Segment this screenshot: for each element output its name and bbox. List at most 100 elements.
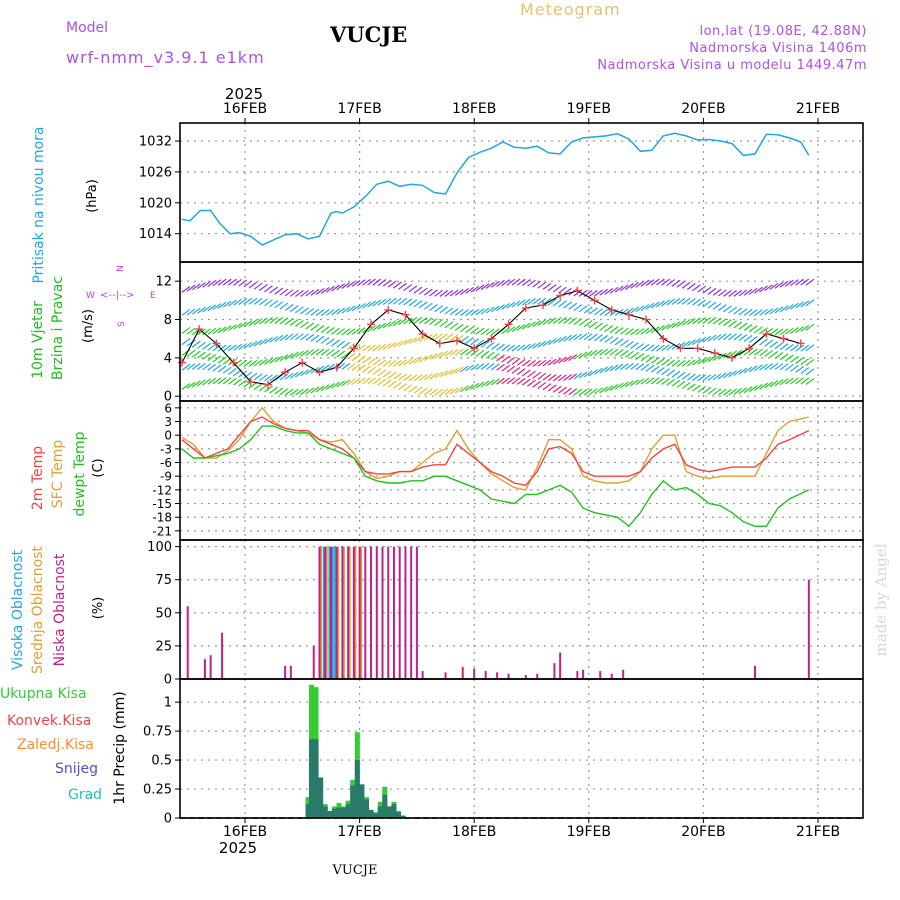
wind-barb xyxy=(367,366,376,374)
wind-barb xyxy=(552,357,562,365)
wind-barb xyxy=(650,301,660,309)
wind-barb xyxy=(248,319,258,327)
wind-barb xyxy=(279,302,289,310)
wind-barb xyxy=(712,373,722,381)
wind-barb xyxy=(573,304,583,312)
snow-bar xyxy=(354,760,360,818)
wind-barb xyxy=(692,317,701,325)
precip-label-frz: Zaledj.Kisa xyxy=(17,737,94,753)
wind-barb xyxy=(619,363,629,371)
y-tick-label: 1026 xyxy=(139,165,172,180)
wind-barb xyxy=(222,366,232,374)
wind-barb xyxy=(264,317,273,325)
wind-barb xyxy=(563,387,572,395)
wind-barb xyxy=(712,333,722,341)
wind-barb xyxy=(692,358,701,366)
wind-barb xyxy=(563,355,572,363)
wind-barb xyxy=(805,323,815,331)
wind-barb xyxy=(289,333,299,341)
wind-barb xyxy=(212,377,222,385)
wind-barb xyxy=(589,307,598,315)
wind-barb xyxy=(728,306,737,314)
wind-barb xyxy=(521,343,531,351)
wind-barb xyxy=(521,359,531,367)
wind-barb xyxy=(310,386,320,394)
wind-barb xyxy=(258,338,268,346)
wind-barb xyxy=(460,309,469,317)
wind-barb xyxy=(336,328,346,336)
wind-barb xyxy=(589,349,598,357)
wind-barb xyxy=(372,299,382,307)
wind-barb xyxy=(186,363,196,371)
wind-barb xyxy=(759,285,768,293)
wind-barb xyxy=(594,387,603,395)
wind-barb xyxy=(614,349,624,357)
wind-barb xyxy=(408,317,418,324)
wind-barb xyxy=(661,323,670,331)
wind-barb xyxy=(625,380,634,388)
wind-barb xyxy=(537,297,547,305)
wind-barb xyxy=(310,348,320,356)
wind-barb xyxy=(387,360,397,367)
wind-barb xyxy=(759,327,768,335)
wind-barb xyxy=(253,383,263,391)
wind-barb xyxy=(485,351,495,359)
wind-barb xyxy=(599,323,609,331)
wind-barb xyxy=(542,282,552,290)
wind-barb xyxy=(295,306,304,314)
wind-barb xyxy=(423,302,433,310)
wind-barb xyxy=(759,349,768,357)
wind-barb xyxy=(583,333,593,341)
wind-gust-marker xyxy=(229,358,238,367)
wind-barb xyxy=(589,369,598,377)
wind-barb xyxy=(723,388,732,396)
wind-barb xyxy=(475,284,485,292)
wind-barb xyxy=(563,334,572,342)
y-tick-label: 0.75 xyxy=(143,725,172,740)
wind-barb xyxy=(248,297,258,305)
wind-barb xyxy=(181,363,191,371)
temp-label-sfc: SFC Temp xyxy=(50,440,66,509)
snow-bar xyxy=(350,785,356,818)
wind-barb xyxy=(449,387,459,395)
snow-bar xyxy=(391,804,397,818)
wind-barb xyxy=(485,342,495,349)
wind-barb xyxy=(305,349,315,357)
wind-barb xyxy=(377,322,387,330)
snow-bar xyxy=(341,807,347,818)
wind-barb xyxy=(372,368,382,376)
wind-barb xyxy=(666,343,676,351)
wind-barb xyxy=(800,344,810,352)
wind-barb xyxy=(439,290,449,297)
wind-barb xyxy=(264,337,273,345)
wind-barb xyxy=(578,305,588,313)
wind-barb xyxy=(362,365,371,373)
wind-barb xyxy=(609,384,619,391)
temp-label-2m: 2m Temp xyxy=(30,446,46,510)
panel-frame xyxy=(179,539,864,680)
bottom-station: VUCJE xyxy=(332,863,378,878)
precip-label-conv: Konvek.Kisa xyxy=(7,713,91,729)
wind-barb xyxy=(599,366,609,374)
wind-barb xyxy=(599,386,609,394)
wind-barb xyxy=(800,377,810,385)
wind-barb xyxy=(269,286,278,294)
wind-barb xyxy=(506,278,516,286)
wind-ylabel-2: Brzina i Pravac xyxy=(50,276,66,380)
wind-barb xyxy=(460,325,469,333)
wind-barb xyxy=(465,309,474,317)
wind-barb xyxy=(491,328,500,336)
wind-barb xyxy=(320,286,330,294)
wind-barb xyxy=(733,333,743,341)
wind-barb xyxy=(377,343,387,351)
wind-barb xyxy=(403,384,413,392)
wind-barb xyxy=(712,317,722,325)
wind-barb xyxy=(769,282,779,290)
wind-barb xyxy=(326,349,335,357)
wind-barb xyxy=(264,299,273,307)
wind-barb xyxy=(465,384,474,392)
wind-barb xyxy=(465,364,474,372)
wind-barb xyxy=(686,298,696,306)
grid-layer xyxy=(180,123,863,819)
